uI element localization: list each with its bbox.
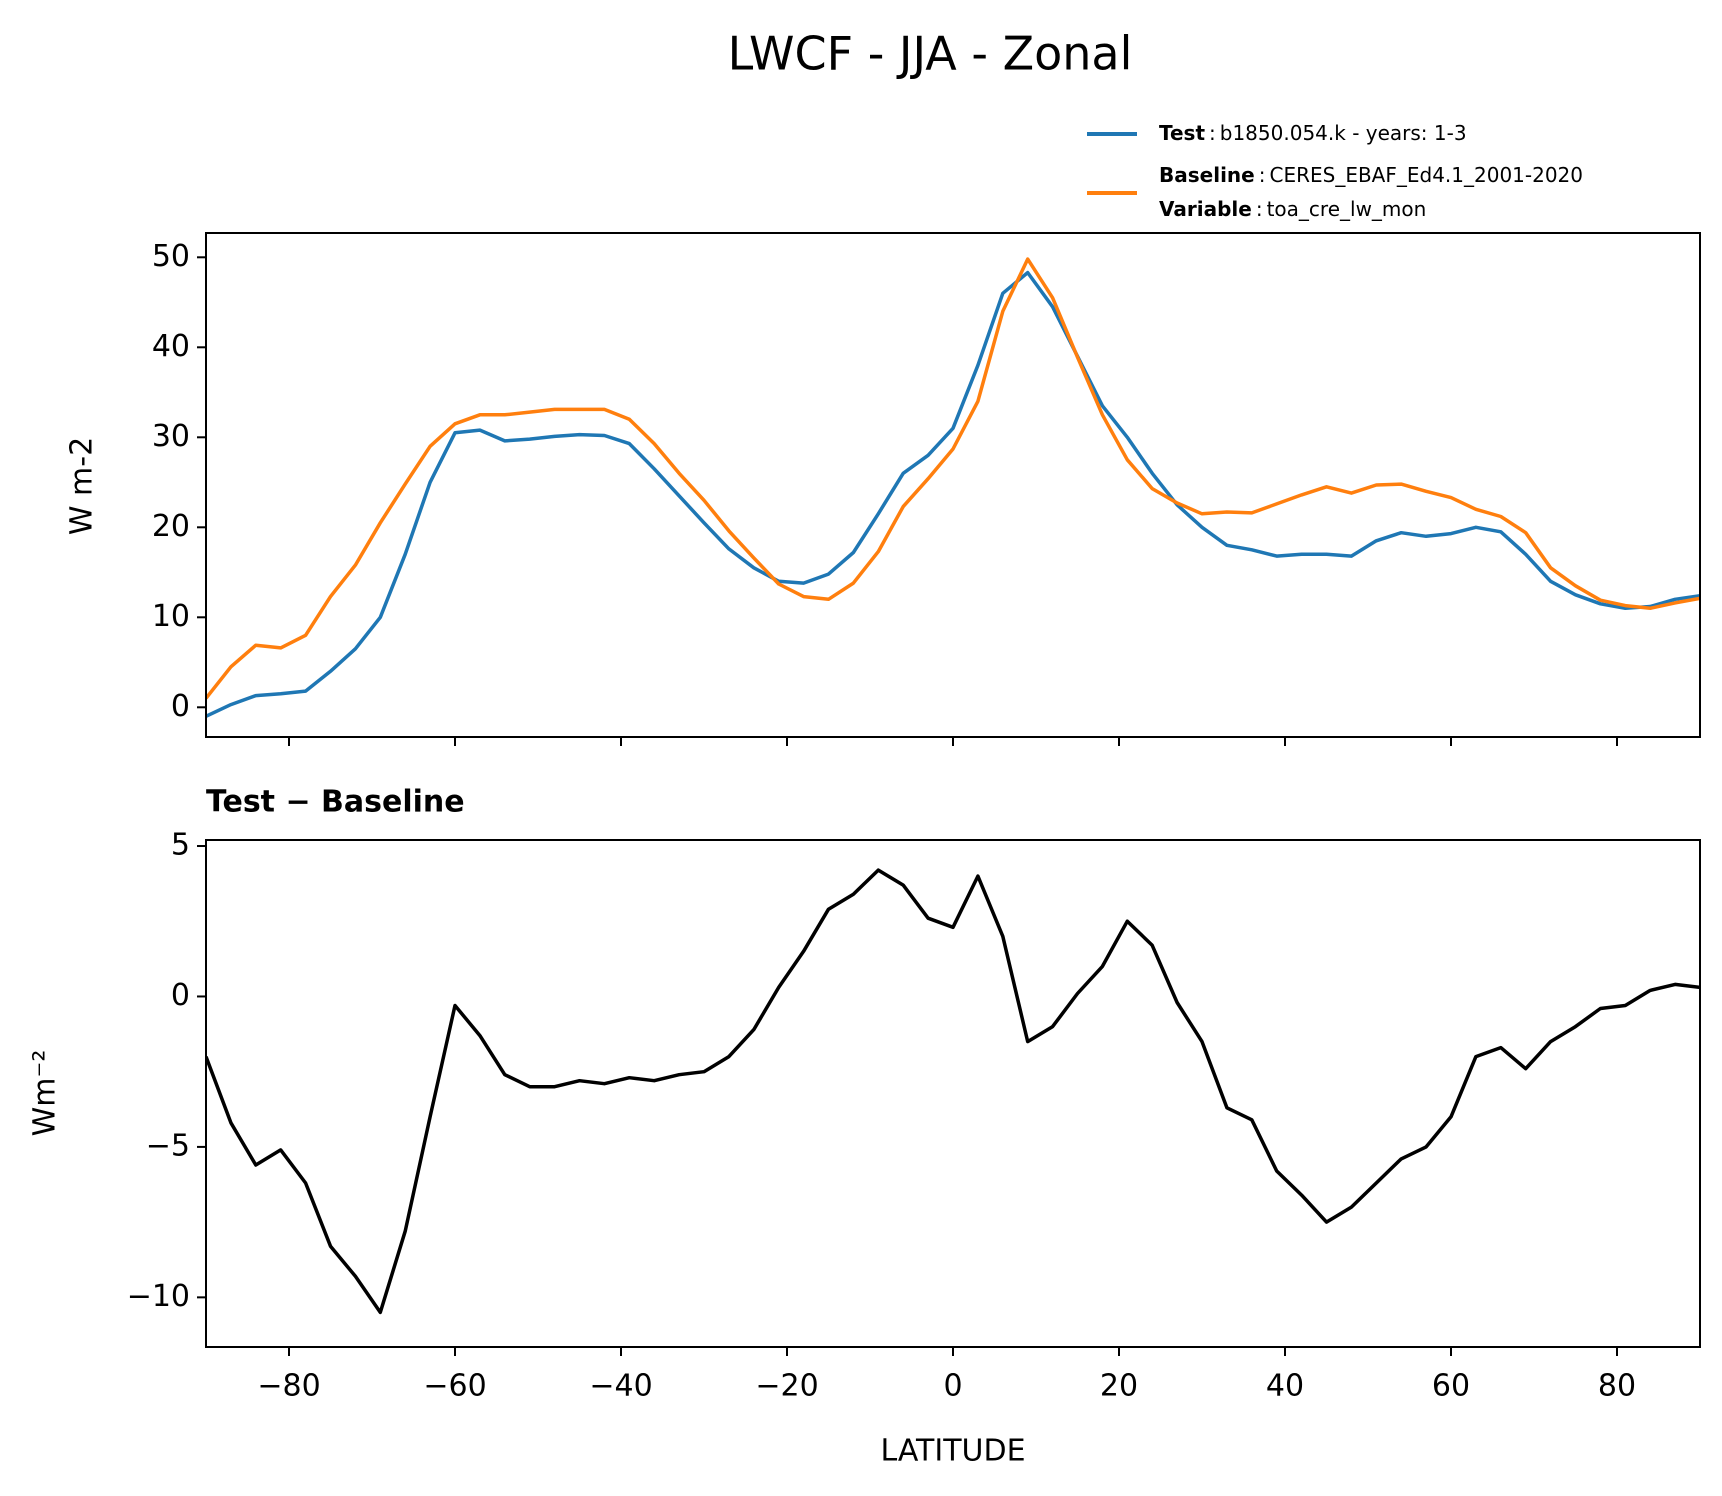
legend-entry: Baseline: CERES_EBAF_Ed4.1_2001-2020 — [1159, 163, 1583, 187]
y-tick-label: 50 — [152, 239, 190, 274]
x-tick-label: 20 — [1100, 1369, 1138, 1404]
y-axis-label: W m-2 — [65, 437, 100, 535]
legend-note-text: toa_cre_lw_mon — [1267, 197, 1427, 221]
x-tick-label: −60 — [423, 1369, 486, 1404]
y-tick-label: 30 — [152, 419, 190, 454]
legend-note: Variable: toa_cre_lw_mon — [1159, 197, 1426, 221]
y-tick-label: 20 — [152, 509, 190, 544]
chart-title: LWCF - JJA - Zonal — [728, 27, 1133, 81]
x-tick-label: 0 — [943, 1369, 962, 1404]
x-tick-label: −20 — [755, 1369, 818, 1404]
line-series — [206, 257, 1700, 700]
legend-separator: : — [1209, 121, 1216, 145]
legend-label: Test — [1159, 121, 1205, 145]
x-tick-label: 60 — [1432, 1369, 1470, 1404]
legend-entry: Test: b1850.054.k - years: 1-3 — [1159, 121, 1467, 145]
y-tick-label: 0 — [171, 689, 190, 724]
legend-separator: : — [1259, 163, 1266, 187]
y-tick-label: 0 — [171, 978, 190, 1013]
legend-separator: : — [1256, 197, 1263, 221]
plot-frame — [205, 839, 1701, 1348]
x-tick-label: −40 — [589, 1369, 652, 1404]
y-tick-label: 5 — [171, 828, 190, 863]
plot-frame — [205, 232, 1701, 738]
x-axis-label: LATITUDE — [880, 1434, 1025, 1469]
y-axis-label: Wm⁻² — [28, 1050, 63, 1137]
x-tick-label: 80 — [1598, 1369, 1636, 1404]
x-tick-label: −80 — [257, 1369, 320, 1404]
y-tick-label: −5 — [146, 1128, 190, 1163]
legend-note-label: Variable — [1159, 197, 1252, 221]
y-tick-label: −10 — [127, 1279, 190, 1314]
legend-description: b1850.054.k - years: 1-3 — [1220, 121, 1467, 145]
legend-label: Baseline — [1159, 163, 1255, 187]
y-tick-label: 40 — [152, 329, 190, 364]
legend-description: CERES_EBAF_Ed4.1_2001-2020 — [1269, 163, 1583, 187]
x-tick-label: 40 — [1266, 1369, 1304, 1404]
subplot-title: Test − Baseline — [206, 785, 465, 820]
line-series — [206, 270, 1700, 718]
y-tick-label: 10 — [152, 599, 190, 634]
line-series — [206, 868, 1700, 1315]
